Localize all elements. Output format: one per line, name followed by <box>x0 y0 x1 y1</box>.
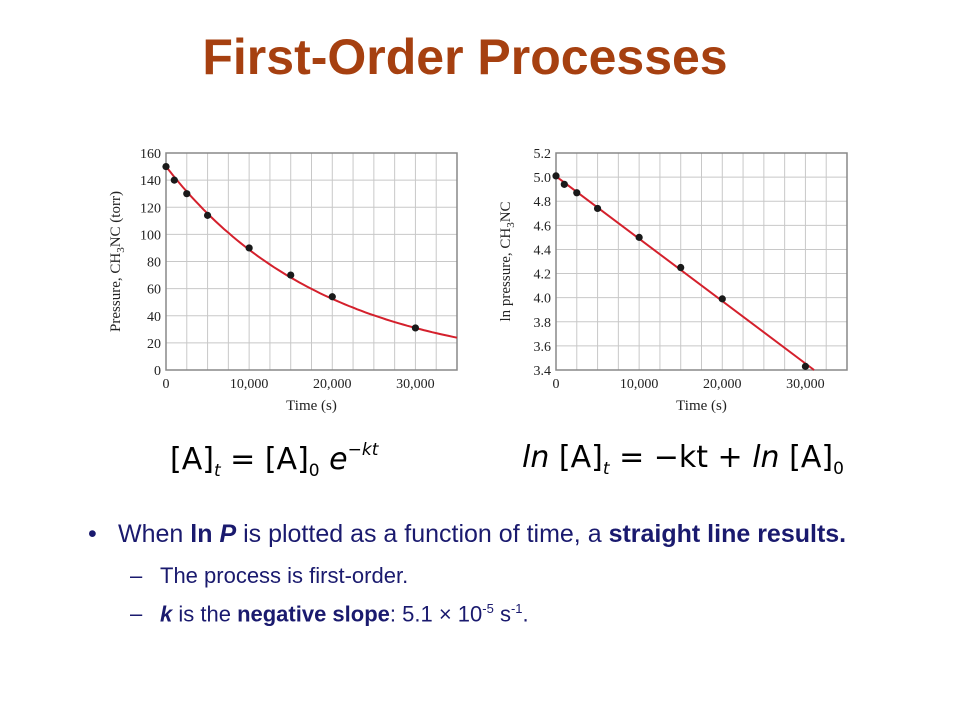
b1-mid: is plotted as a function of time, a <box>236 520 609 548</box>
data-point <box>287 271 295 279</box>
y-tick-label: 5.0 <box>534 171 552 186</box>
data-point <box>203 211 212 219</box>
integrated-rate-law-exponential: [A]t = [A]0 e−kt <box>170 440 378 481</box>
eq-right-ln2: ln <box>752 440 780 475</box>
sub2-val: : 5.1 × 10 <box>389 601 483 627</box>
y-tick-label: 140 <box>140 174 161 189</box>
sub2-unit: s <box>493 601 511 627</box>
y-tick-label: 4.8 <box>534 195 552 210</box>
data-point <box>560 180 568 188</box>
x-axis-label: Time (s) <box>676 398 727 414</box>
b1-bold: straight line results. <box>608 520 847 548</box>
pressure-vs-time-chart: 0 20 40 60 80 100 120 140 160 0 10,000 20,000 30,000… <box>100 140 470 425</box>
data-point <box>573 189 581 197</box>
data-point <box>801 362 810 370</box>
grid-lines <box>165 152 458 371</box>
y-axis-label: Pressure, CH3NC (torr) <box>108 191 127 332</box>
sub-bullet-first-order: – The process is first-order. <box>88 563 878 589</box>
b1-ln: ln <box>190 520 220 548</box>
data-point <box>245 244 253 252</box>
y-tick-label: 3.8 <box>534 316 552 331</box>
plot-frame <box>165 152 458 371</box>
sub2-end: . <box>522 601 529 627</box>
sub1-text: The process is first-order. <box>160 563 409 588</box>
pressure-chart-svg: 0 20 40 60 80 100 120 140 160 0 10,000 20,000 30,000… <box>108 147 458 414</box>
data-point <box>183 190 191 198</box>
y-tick-label: 160 <box>140 147 161 162</box>
eq-right-ln1: ln <box>522 440 550 475</box>
y-tick-label: 20 <box>147 337 161 352</box>
sub2-mid: is the <box>172 601 238 627</box>
y-tick-label: 120 <box>140 201 161 216</box>
grid-lines <box>555 152 848 371</box>
eq-left-equals: = <box>230 442 256 477</box>
eq-left-t: t <box>213 461 221 481</box>
data-point <box>411 324 420 332</box>
y-tick-label: 100 <box>140 228 161 243</box>
sub1-dash: – <box>130 563 143 588</box>
sub-bullet-slope: – k is the negative slope: 5.1 × 10-5 s-… <box>88 601 878 627</box>
y-tick-label: 4.2 <box>534 268 552 283</box>
x-tick-label: 20,000 <box>313 377 352 392</box>
eq-right-middle: = −kt + <box>619 440 753 475</box>
fit-line <box>165 165 458 339</box>
sub2-exp1: -5 <box>482 601 494 616</box>
ln-pressure-vs-time-chart: 3.4 3.6 3.8 4.0 4.2 4.4 4.6 4.8 5.0 5.2 0 10,000 20,… <box>490 140 860 425</box>
sub2-bold: negative slope <box>237 601 390 627</box>
eq-left-zero: 0 <box>308 461 320 481</box>
y-tick-label: 0 <box>154 364 161 379</box>
b1-pre: When <box>118 520 191 548</box>
y-tick-label: 40 <box>147 310 161 325</box>
y-tick-label: 5.2 <box>534 147 552 162</box>
bullet-main: When ln P is plotted as a function of ti… <box>88 517 878 551</box>
data-point <box>677 263 685 272</box>
y-tick-label: 4.0 <box>534 292 552 307</box>
eq-left-A0: [A] <box>264 442 309 477</box>
data-point <box>328 293 336 301</box>
x-tick-label: 0 <box>163 377 170 392</box>
y-tick-label: 4.4 <box>534 243 552 258</box>
y-tick-label: 80 <box>147 256 161 271</box>
x-tick-label: 20,000 <box>703 377 742 392</box>
y-axis-label: ln pressure, CH3NC <box>498 201 517 321</box>
y-tick-label: 60 <box>147 283 161 298</box>
ln-pressure-chart-svg: 3.4 3.6 3.8 4.0 4.2 4.4 4.6 4.8 5.0 5.2 0 10,000 20,… <box>498 147 848 414</box>
bullet-list: When ln P is plotted as a function of ti… <box>88 517 878 627</box>
data-point <box>170 176 178 184</box>
sub2-exp2: -1 <box>510 601 523 616</box>
slide-title: First-Order Processes <box>202 29 728 85</box>
eq-left-exponent: −kt <box>347 440 379 460</box>
plot-frame <box>555 152 848 371</box>
sub2-dash: – <box>130 601 143 626</box>
y-tick-label: 3.6 <box>534 340 552 355</box>
data-point <box>162 162 170 171</box>
y-tick-label: 4.6 <box>534 219 552 234</box>
sub2-k: k <box>160 601 173 627</box>
x-tick-label: 0 <box>553 377 560 392</box>
y-tick-label: 3.4 <box>534 364 552 379</box>
eq-right-zero: 0 <box>833 459 844 479</box>
data-point <box>593 204 602 213</box>
eq-left-e: e <box>329 442 348 477</box>
x-tick-label: 30,000 <box>396 377 435 392</box>
eq-right-A: [A] <box>558 440 603 475</box>
x-axis-label: Time (s) <box>286 398 337 414</box>
x-tick-label: 30,000 <box>786 377 825 392</box>
b1-p: P <box>219 520 237 548</box>
eq-right-t: t <box>602 459 610 479</box>
x-tick-label: 10,000 <box>230 377 269 392</box>
x-tick-label: 10,000 <box>620 377 659 392</box>
data-point <box>635 233 643 241</box>
data-point <box>552 172 560 180</box>
eq-left-A: [A] <box>170 442 214 477</box>
eq-right-A0: [A] <box>789 440 834 475</box>
data-point <box>718 295 726 303</box>
integrated-rate-law-linear: ln [A]t = −kt + ln [A]0 <box>522 440 844 479</box>
